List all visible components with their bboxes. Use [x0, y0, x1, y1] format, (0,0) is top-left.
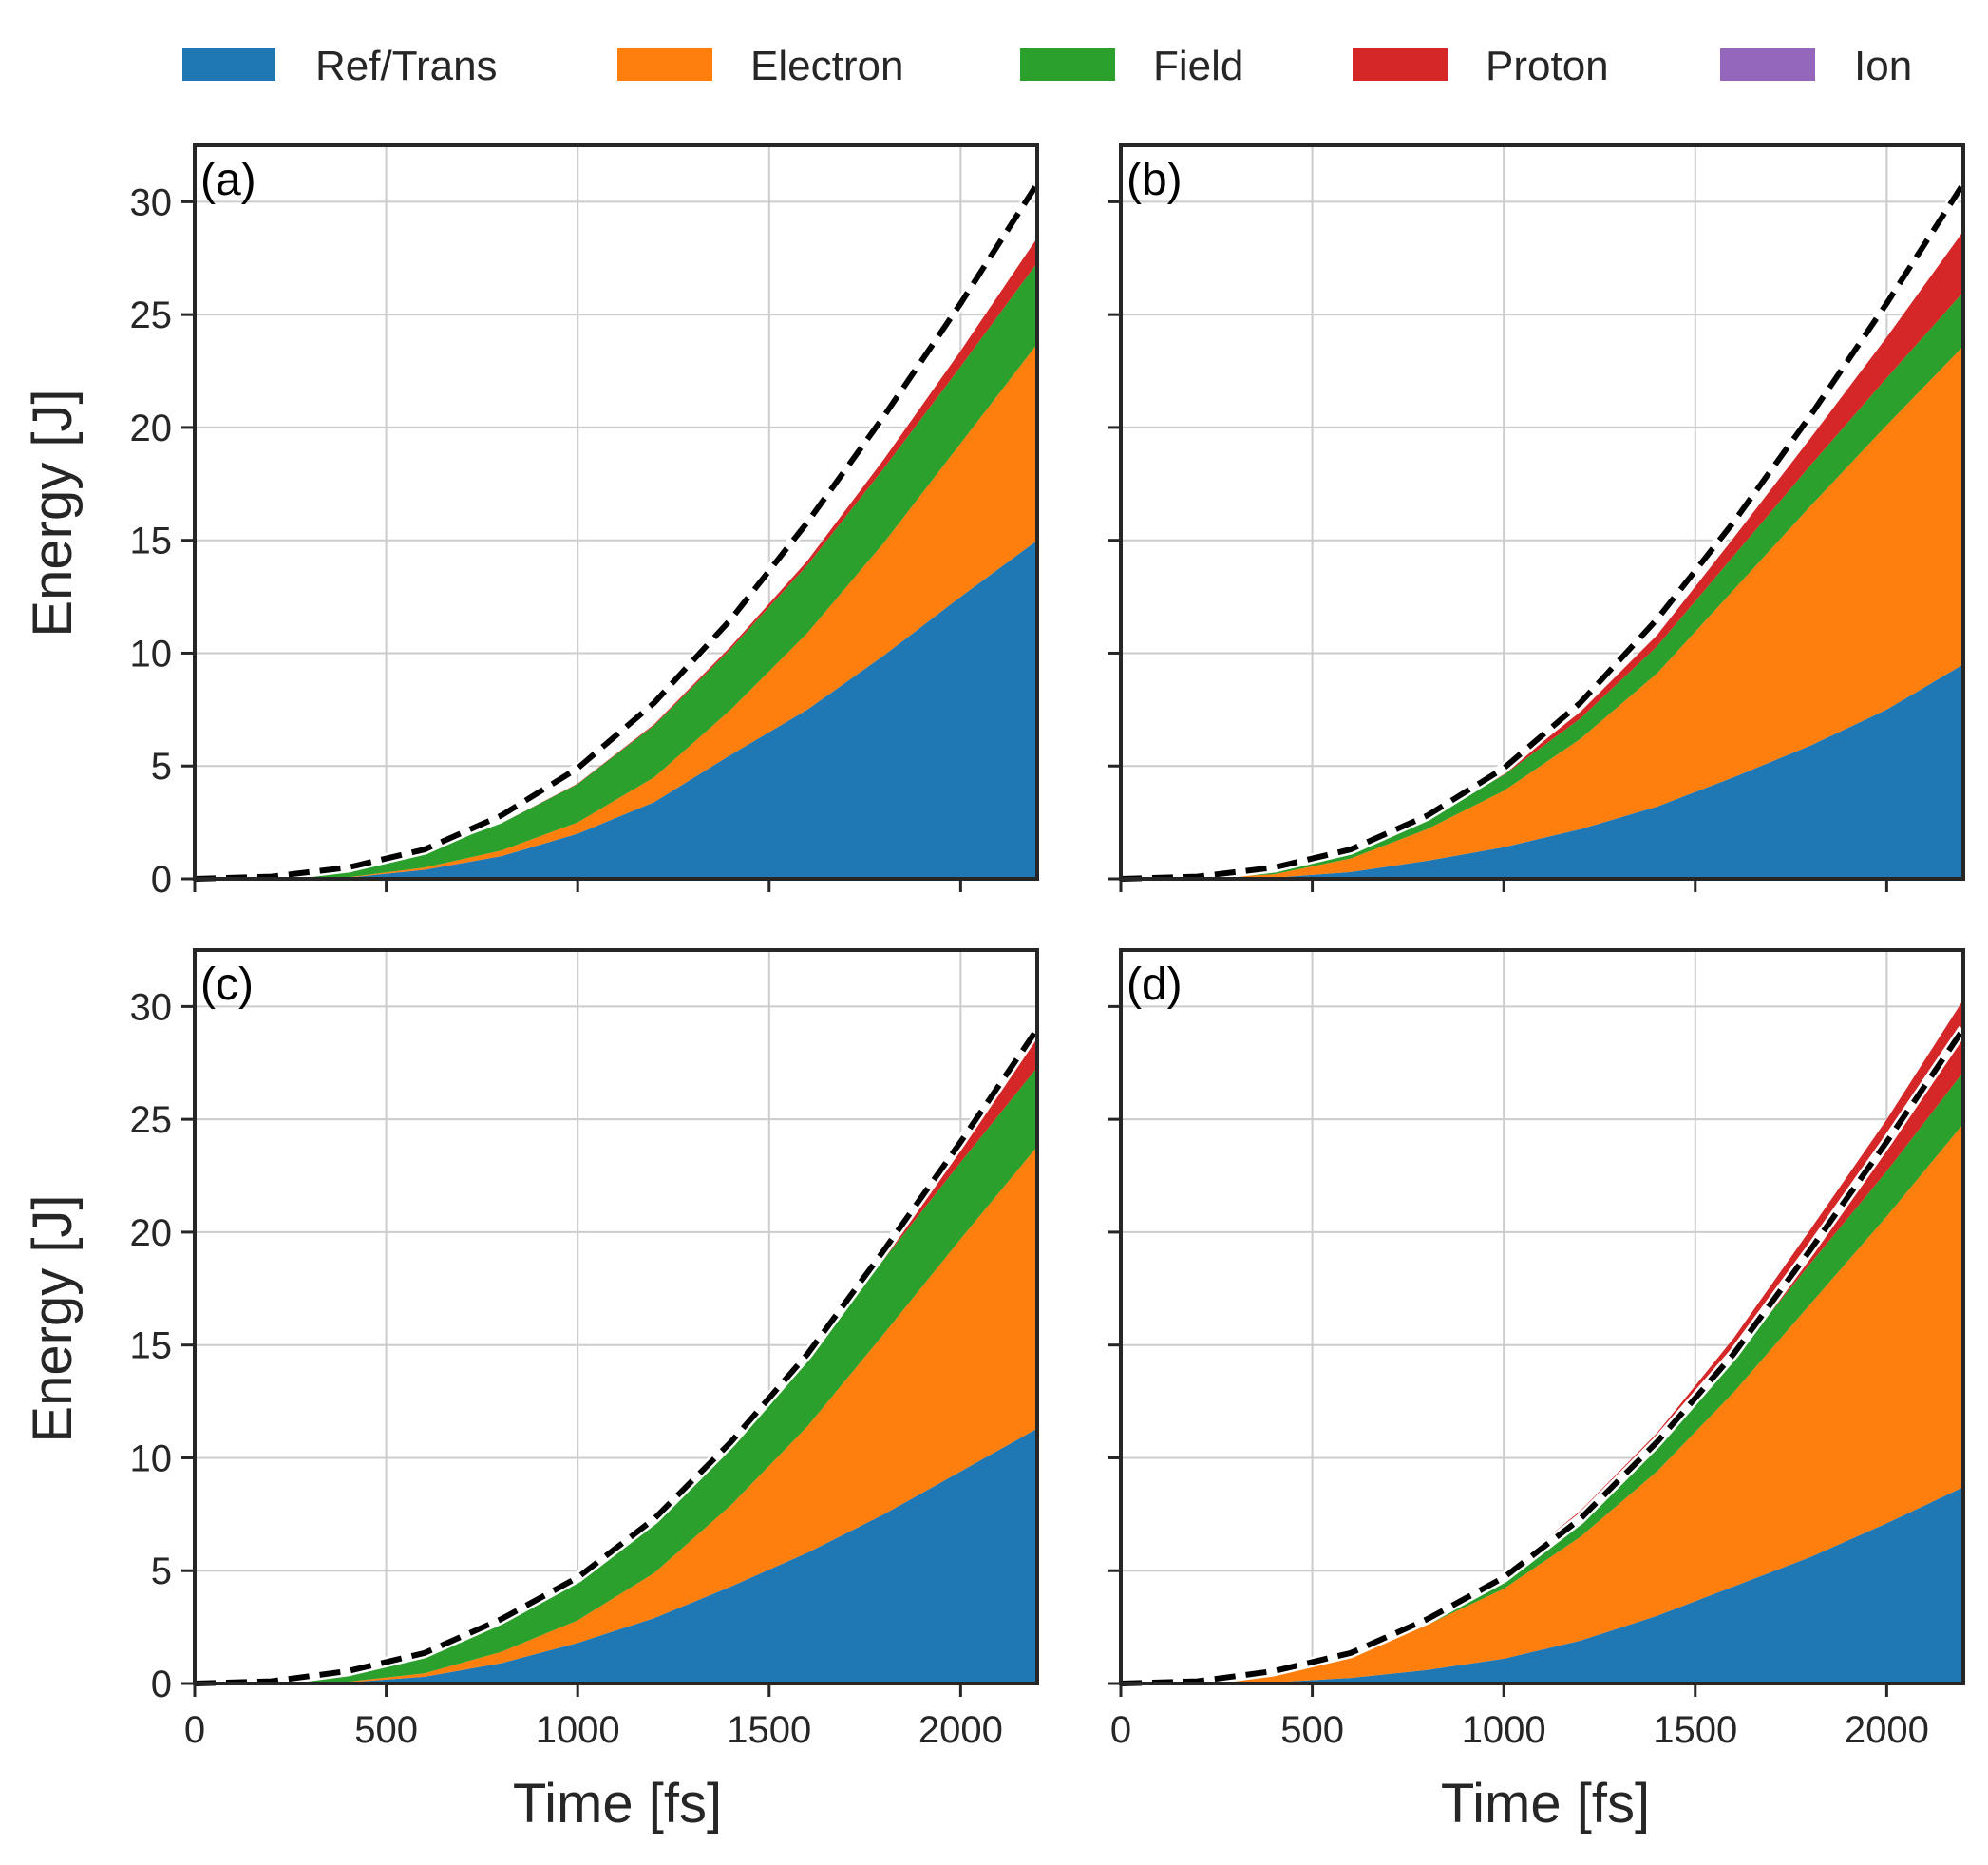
panel-b: (b): [1108, 143, 1968, 892]
y-tick-label: 20: [130, 408, 173, 449]
legend: Ref/Trans Electron Field Proton Ion: [182, 43, 1912, 89]
x-tick-label: 1500: [727, 1709, 811, 1751]
area-ref-trans: [195, 540, 1037, 879]
area-field: [195, 1067, 1037, 1684]
x-tick-label: 2000: [1845, 1709, 1929, 1751]
legend-swatch-proton: [1353, 48, 1448, 81]
x-tick-label: 0: [184, 1709, 205, 1751]
panels: 0 5 10 15 20 25 30 (a) (b) 0 5 10 15 20 25 30 0 500 1000 15…: [130, 143, 1968, 1751]
axes-frame: [1119, 143, 1965, 881]
area-electron: [195, 344, 1037, 879]
y-tick-label: 25: [130, 1099, 173, 1141]
panel-label: (a): [200, 155, 256, 205]
panel-a: 0 5 10 15 20 25 30 (a): [130, 143, 1042, 901]
panel-label: (b): [1127, 155, 1183, 205]
area-field: [1121, 292, 1963, 879]
y-axis-title-top: Energy [J]: [22, 389, 84, 637]
y-tick-label: 25: [130, 295, 173, 336]
y-tick-label: 0: [151, 859, 172, 901]
legend-label-proton: Proton: [1486, 43, 1609, 89]
y-tick-label: 15: [130, 521, 173, 562]
panel-label: (d): [1127, 960, 1183, 1010]
y-tick-label: 15: [130, 1325, 173, 1367]
legend-label-ion: Ion: [1854, 43, 1912, 89]
panel-c: 0 5 10 15 20 25 30 0 500 1000 1500 2000 (c): [130, 948, 1042, 1751]
axes-frame: [193, 948, 1039, 1685]
area-electron: [1121, 1123, 1963, 1684]
area-electron: [195, 1146, 1037, 1684]
area-ref-trans: [195, 1428, 1037, 1684]
y-tick-label: 10: [130, 633, 173, 675]
y-axis-title-bottom: Energy [J]: [22, 1194, 84, 1442]
legend-label-electron: Electron: [750, 43, 903, 89]
y-tick-label: 30: [130, 181, 173, 223]
x-tick-label: 1000: [536, 1709, 620, 1751]
legend-label-field: Field: [1153, 43, 1243, 89]
axes-frame: [1119, 948, 1965, 1685]
x-axis-title-right: Time [fs]: [1441, 1773, 1650, 1835]
area-ref-trans: [1121, 1487, 1963, 1684]
reference-line: [194, 1027, 1040, 1686]
y-tick-label: 10: [130, 1437, 173, 1479]
x-tick-label: 1000: [1462, 1709, 1546, 1751]
area-field: [1121, 1072, 1963, 1684]
legend-swatch-field: [1020, 48, 1115, 81]
x-tick-label: 2000: [918, 1709, 1003, 1751]
panel-d: 0 500 1000 1500 2000 (d): [1108, 948, 1968, 1751]
reference-line: [194, 181, 1040, 882]
area-field: [195, 262, 1037, 879]
x-tick-label: 1500: [1653, 1709, 1737, 1751]
y-tick-label: 0: [151, 1664, 172, 1705]
reference-line: [1120, 181, 1966, 882]
legend-swatch-ref-trans: [182, 48, 275, 81]
x-axis-title-left: Time [fs]: [513, 1773, 722, 1835]
legend-label-ref-trans: Ref/Trans: [315, 43, 498, 89]
x-tick-label: 0: [1110, 1709, 1131, 1751]
x-tick-label: 500: [354, 1709, 418, 1751]
y-tick-label: 30: [130, 986, 173, 1028]
legend-swatch-ion: [1720, 48, 1815, 81]
panel-label: (c): [200, 960, 254, 1010]
y-tick-label: 5: [151, 1551, 172, 1592]
axes-frame: [193, 143, 1039, 881]
area-ref-trans: [1121, 664, 1963, 879]
area-electron: [1121, 346, 1963, 879]
reference-line: [1120, 1027, 1966, 1686]
legend-swatch-electron: [617, 48, 712, 81]
y-tick-label: 20: [130, 1212, 173, 1254]
y-tick-label: 5: [151, 746, 172, 788]
x-tick-label: 500: [1280, 1709, 1344, 1751]
